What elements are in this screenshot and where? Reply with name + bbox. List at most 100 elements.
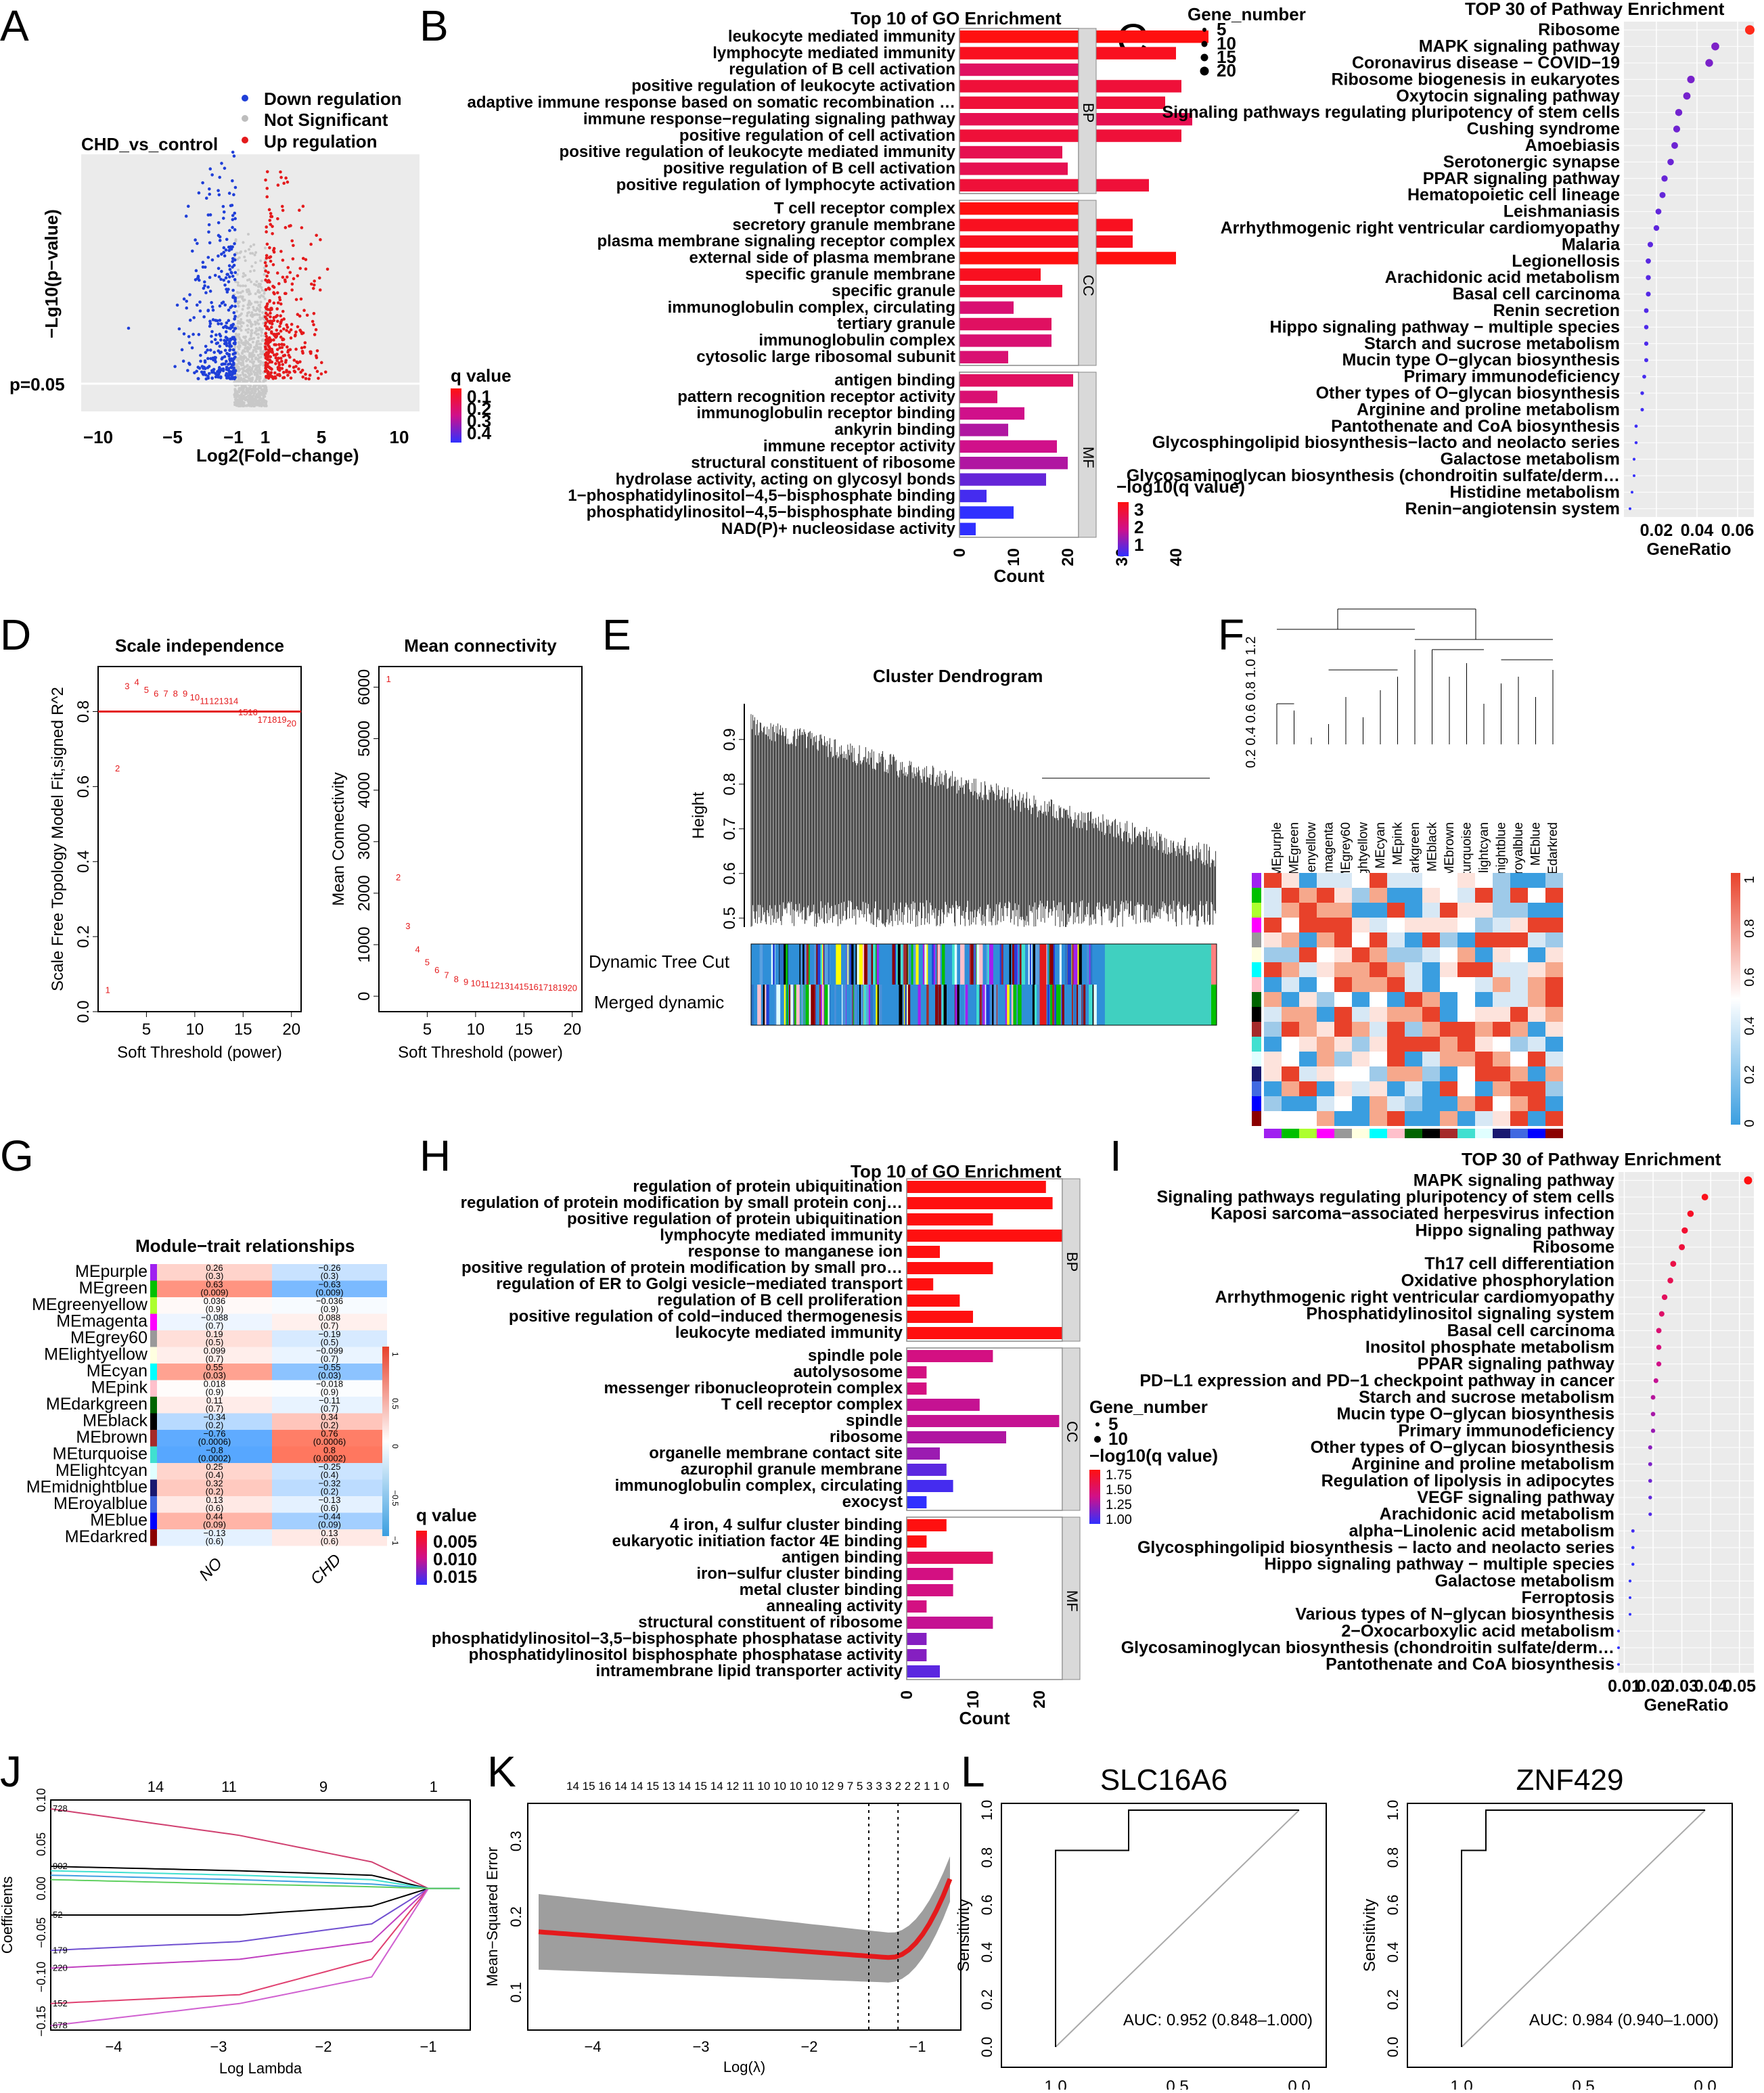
volcano-point-down [186,204,190,208]
volcano-point-down [231,260,235,263]
volcano-point-up [296,274,300,277]
dot-label: Hippo signaling pathway [1416,1221,1615,1240]
f-heat-cell [1352,1022,1370,1037]
f-heat-cell [1475,1066,1493,1081]
g-cell-chd-p: (0.7) [321,1403,339,1414]
volcano-xlabel: Log2(Fold−change) [196,445,359,466]
volcano-point-down [127,326,131,330]
dot-label: Inositol phosphate metabolism [1365,1338,1614,1357]
dot-label: Ribosome [1538,20,1620,39]
dot-point [1617,1646,1620,1649]
g-cell-chd-r: −0.13 [319,1495,341,1505]
d-power-point: 15 [238,707,248,717]
i-size-dot-5 [1095,1422,1100,1426]
panel-letter-l: L [961,1747,985,1796]
volcano-point-down [198,309,202,313]
g-qvalue-bar [416,1531,427,1585]
volcano-point-ns [250,368,253,372]
f-heat-cell [1370,873,1387,888]
volcano-point-up [265,256,269,260]
volcano-point-down [229,306,232,309]
f-heat-cell [1370,1111,1387,1126]
volcano-point-ns [244,376,248,379]
e-module-stripe [924,944,927,985]
volcano-point-ns [234,240,238,243]
dot-label: Signaling pathways regulating pluripoten… [1162,103,1620,122]
f-heat-cell [1545,1066,1563,1081]
f-heat-cell [1370,932,1387,947]
f-heat-cell [1457,962,1475,977]
go-bar [959,235,1133,248]
f-heat-cell [1334,1037,1352,1052]
volcano-point-down [233,217,237,221]
f-col-module-color [1493,1129,1510,1138]
e-module-stripe [1013,985,1017,1025]
e-module-stripe [765,985,767,1025]
volcano-point-ns [248,248,251,251]
d-y-tick: 0.6 [74,775,93,798]
volcano-ylabel: −Lg10(p−value) [41,209,62,338]
f-heat-cell [1387,873,1405,888]
go-bar [907,1633,927,1645]
volcano-point-down [208,290,212,293]
g-cell-chd-p: (0.03) [318,1370,341,1380]
volcano-point-up [290,282,294,286]
f-heat-cell [1352,918,1370,932]
f-heat-cell [1440,1037,1457,1052]
e-module-stripe [989,944,993,985]
volcano-point-down [194,238,197,242]
f-heat-cell [1457,1066,1475,1081]
volcano-point-up [288,370,291,374]
volcano-point-ns [246,319,249,322]
volcano-point-up [279,359,284,363]
g-cell-no-r: 0.25 [206,1462,223,1472]
volcano-point-up [276,301,280,305]
go-term-label: positive regulation of B cell activation [663,160,955,178]
volcano-point-down [228,267,232,271]
volcano-point-down [196,377,200,380]
volcano-point-ns [249,269,252,273]
f-module-label: MEdarkred [1546,822,1560,885]
g-module-color [150,1496,157,1513]
f-heat-cell [1475,918,1493,932]
go-term-label: azurophil granule membrane [681,1460,903,1479]
go-term-label: positive regulation of protein ubiquitin… [567,1210,903,1228]
volcano-point-down [225,321,229,325]
i-color-bar [1089,1470,1100,1524]
f-row-module-color [1252,1052,1261,1066]
volcano-point-ns [250,265,254,268]
volcano-point-ns [250,372,253,376]
f-heat-cell [1405,947,1422,962]
volcano-point-down [229,344,233,348]
dot-label: Pantothenate and CoA biosynthesis [1331,417,1620,436]
d-power-point: 10 [190,692,200,702]
go-bar [907,1617,993,1629]
volcano-point-down [208,187,211,191]
dot-xlabel: GeneRatio [1646,540,1731,559]
volcano-point-ns [258,342,261,346]
volcano-point-up [265,264,268,268]
g-cell-chd-r: −0.32 [319,1479,341,1489]
volcano-point-up [282,376,286,380]
dot-point [1656,1328,1662,1334]
f-heat-cell [1282,1066,1299,1081]
volcano-point-ns [233,392,237,396]
go-b-legend-tick-4: 0.4 [467,423,492,443]
l-y-tick: 0.0 [978,2037,995,2058]
volcano-point-ns [238,333,241,336]
g-cell-no-r: 0.26 [206,1263,223,1273]
volcano-point-up [285,275,289,279]
volcano-point-ns [256,319,260,322]
volcano-point-down [225,359,228,363]
volcano-point-up [278,325,281,328]
dot-label: Hippo signaling pathway − multiple speci… [1265,1555,1614,1574]
d-power-point: 8 [454,974,459,985]
f-heat-cell [1545,947,1563,962]
volcano-point-ns [242,341,246,344]
volcano-point-ns [238,378,242,382]
volcano-point-up [311,319,315,323]
g-cell-no-p: (0.7) [206,1321,224,1331]
volcano-point-down [233,242,236,246]
dot-point [1644,358,1648,363]
f-heat-cell [1282,977,1299,992]
